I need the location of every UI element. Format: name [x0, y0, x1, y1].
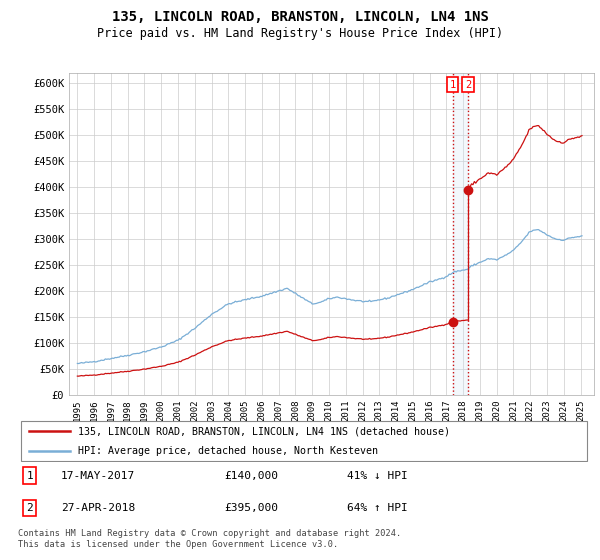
Text: 135, LINCOLN ROAD, BRANSTON, LINCOLN, LN4 1NS: 135, LINCOLN ROAD, BRANSTON, LINCOLN, LN… [112, 10, 488, 24]
Text: Price paid vs. HM Land Registry's House Price Index (HPI): Price paid vs. HM Land Registry's House … [97, 27, 503, 40]
Text: £140,000: £140,000 [224, 470, 278, 480]
Text: HPI: Average price, detached house, North Kesteven: HPI: Average price, detached house, Nort… [78, 446, 378, 456]
Text: 2: 2 [26, 503, 34, 514]
Text: 17-MAY-2017: 17-MAY-2017 [61, 470, 135, 480]
Text: £395,000: £395,000 [224, 503, 278, 514]
Text: 135, LINCOLN ROAD, BRANSTON, LINCOLN, LN4 1NS (detached house): 135, LINCOLN ROAD, BRANSTON, LINCOLN, LN… [78, 426, 450, 436]
Text: 1: 1 [449, 80, 456, 90]
FancyBboxPatch shape [21, 421, 587, 461]
Text: 64% ↑ HPI: 64% ↑ HPI [347, 503, 408, 514]
Bar [452, 73, 468, 395]
Text: 2: 2 [465, 80, 471, 90]
Text: 41% ↓ HPI: 41% ↓ HPI [347, 470, 408, 480]
Text: 1: 1 [26, 470, 34, 480]
Text: Contains HM Land Registry data © Crown copyright and database right 2024.
This d: Contains HM Land Registry data © Crown c… [18, 529, 401, 549]
Text: 27-APR-2018: 27-APR-2018 [61, 503, 135, 514]
